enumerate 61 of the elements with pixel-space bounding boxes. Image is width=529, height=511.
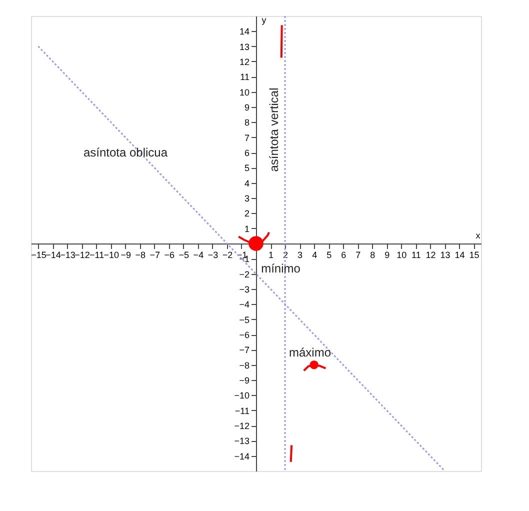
y-tick-label: 8 [244,118,250,128]
ref-line-label: asíntota vertical [267,88,282,172]
y-tick-label: 6 [244,148,250,158]
x-tick-label: 3 [298,250,303,260]
y-tick-label: 11 [240,72,250,82]
y-tick-label: −12 [234,421,250,431]
x-tick-label: 15 [469,250,480,260]
y-tick-label: 13 [239,42,250,52]
x-axis-title: x [476,230,481,240]
x-tick-label: 14 [454,250,465,260]
y-tick-label: 10 [239,87,250,98]
x-tick-label: −6 [164,250,175,260]
y-tick-label: 14 [239,26,250,37]
y-tick-label: −9 [239,376,250,386]
x-tick-label: 8 [370,250,376,260]
x-tick-label: −9 [120,250,131,260]
y-tick-label: 1 [244,224,250,234]
y-tick-label: −3 [239,284,250,294]
x-tick-label: 11 [412,250,421,260]
y-tick-label: 7 [244,132,250,143]
x-tick-label: 12 [426,250,436,260]
y-tick-label: −4 [239,300,250,310]
y-tick-label: −13 [234,436,250,446]
x-tick-label: −4 [193,250,204,260]
x-tick-label: −8 [135,250,146,260]
y-axis-title: y [262,15,267,25]
y-tick-label: −11 [234,406,250,416]
annotation: máximo [288,346,332,360]
y-tick-label: 4 [244,178,250,188]
y-tick-label: −7 [239,345,250,356]
y-tick-label: 12 [239,57,250,67]
x-tick-label: −13 [60,250,76,260]
y-tick-label: −5 [239,314,250,325]
x-tick-label: 7 [356,250,361,260]
y-tick-label: 3 [244,194,250,204]
y-tick-label: 9 [244,102,250,112]
x-tick-label: −10 [104,250,119,260]
y-tick-label: −6 [239,330,250,340]
x-tick-label: −5 [178,250,190,260]
x-tick-label: −2 [222,250,233,260]
x-tick-label: 6 [341,250,346,260]
x-tick-label: −11 [90,250,104,260]
y-tick-label: −14 [234,451,250,462]
x-tick-label: −12 [74,250,90,260]
x-tick-label: −3 [208,250,218,260]
x-tick-label: 1 [268,250,274,260]
x-tick-label: 9 [384,250,390,260]
annotation: asíntota oblicua [83,146,168,160]
x-tick-label: −7 [150,250,160,260]
x-tick-label: −15 [31,250,46,260]
y-tick-label: −2 [239,269,250,280]
y-tick-label: −10 [234,390,250,401]
annotation: mínimo [261,262,301,276]
x-tick-label: 13 [440,250,450,260]
x-tick-label: 10 [396,250,407,260]
x-tick-label: 4 [312,250,318,260]
x-tick-label: 5 [326,250,332,260]
y-tick-label: 5 [244,163,250,174]
y-tick-label: −8 [239,360,250,370]
y-tick-label: 2 [244,208,250,219]
x-tick-label: −14 [46,250,61,260]
